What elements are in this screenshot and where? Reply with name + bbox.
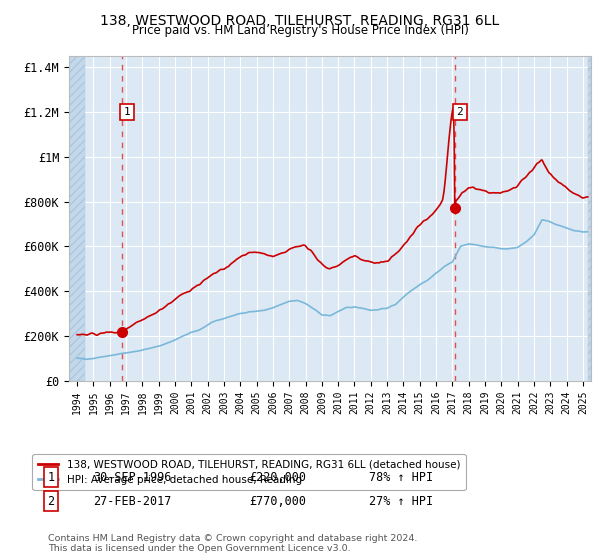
- Text: 30-SEP-1996: 30-SEP-1996: [93, 470, 172, 484]
- Text: 2: 2: [457, 107, 463, 117]
- Text: 27% ↑ HPI: 27% ↑ HPI: [369, 494, 433, 508]
- Text: Price paid vs. HM Land Registry's House Price Index (HPI): Price paid vs. HM Land Registry's House …: [131, 24, 469, 36]
- Text: 1: 1: [124, 107, 130, 117]
- Text: 27-FEB-2017: 27-FEB-2017: [93, 494, 172, 508]
- Text: £770,000: £770,000: [249, 494, 306, 508]
- Text: 78% ↑ HPI: 78% ↑ HPI: [369, 470, 433, 484]
- Text: 138, WESTWOOD ROAD, TILEHURST, READING, RG31 6LL: 138, WESTWOOD ROAD, TILEHURST, READING, …: [100, 14, 500, 28]
- Text: Contains HM Land Registry data © Crown copyright and database right 2024.
This d: Contains HM Land Registry data © Crown c…: [48, 534, 418, 553]
- Text: 2: 2: [47, 494, 55, 508]
- Text: £220,000: £220,000: [249, 470, 306, 484]
- Bar: [69, 56, 85, 381]
- Bar: [588, 56, 591, 381]
- Text: 1: 1: [47, 470, 55, 484]
- Legend: 138, WESTWOOD ROAD, TILEHURST, READING, RG31 6LL (detached house), HPI: Average : 138, WESTWOOD ROAD, TILEHURST, READING, …: [32, 454, 466, 490]
